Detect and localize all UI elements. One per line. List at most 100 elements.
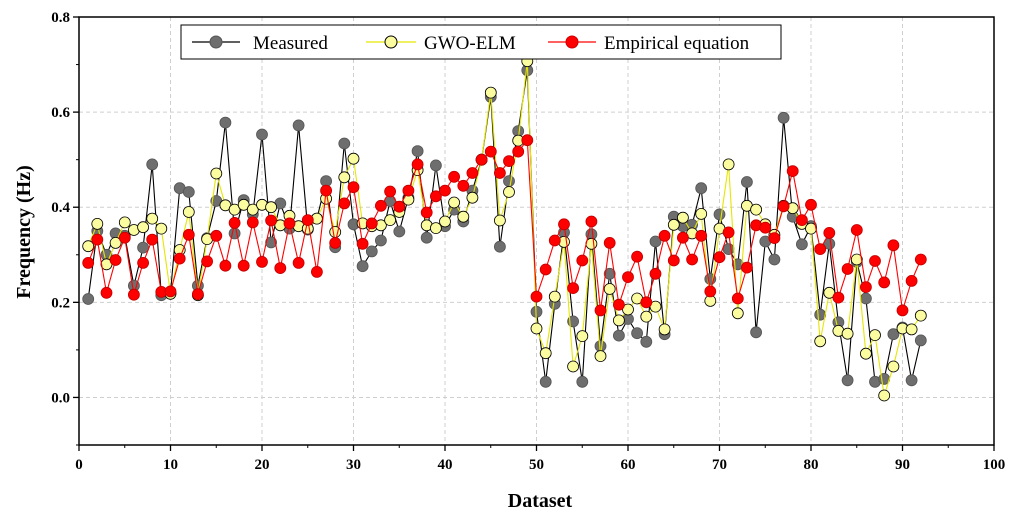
data-point-empirical [91, 233, 104, 246]
data-point-empirical [512, 145, 525, 158]
x-tick-label: 0 [75, 457, 83, 473]
data-point-gwo-elm [914, 309, 927, 322]
data-point-empirical [786, 165, 799, 178]
data-point-empirical [567, 282, 579, 295]
data-point-empirical [585, 215, 598, 228]
data-point-measured [137, 241, 150, 254]
data-point-gwo-elm [503, 186, 515, 198]
data-point-empirical [731, 292, 744, 305]
data-point-gwo-elm [530, 322, 543, 335]
data-point-measured [613, 329, 625, 342]
data-point-measured [365, 245, 378, 258]
data-point-gwo-elm [677, 211, 689, 224]
data-point-empirical [246, 216, 259, 229]
data-point-gwo-elm [82, 240, 95, 253]
data-point-empirical [356, 237, 369, 250]
data-point-empirical [384, 185, 397, 198]
data-point-measured [146, 158, 159, 171]
data-point-empirical [173, 252, 186, 265]
data-point-empirical [347, 181, 360, 194]
data-point-empirical [503, 155, 515, 168]
data-point-empirical [850, 224, 863, 236]
data-point-gwo-elm [493, 214, 506, 227]
data-point-empirical [878, 276, 891, 289]
data-point-empirical [686, 253, 698, 266]
data-point-gwo-elm [137, 221, 150, 234]
data-point-empirical [704, 285, 717, 298]
legend-marker-gwo-elm [384, 35, 398, 49]
data-point-empirical [393, 200, 406, 213]
data-point-measured [356, 260, 369, 273]
data-point-gwo-elm [155, 222, 168, 235]
data-point-gwo-elm [905, 323, 918, 336]
data-point-empirical [466, 167, 479, 179]
data-point-measured [695, 182, 708, 195]
data-point-gwo-elm [850, 253, 863, 266]
data-point-gwo-elm [182, 206, 195, 218]
y-tick-label: 0.8 [51, 10, 70, 26]
data-point-empirical [237, 259, 250, 272]
data-point-gwo-elm [146, 212, 159, 225]
data-point-measured [741, 176, 753, 188]
data-point-empirical [814, 243, 827, 256]
data-point-measured [265, 236, 278, 249]
data-point-measured [429, 159, 442, 172]
data-point-measured [777, 111, 790, 124]
data-point-gwo-elm [695, 207, 708, 220]
data-point-measured [292, 119, 305, 132]
data-point-empirical [100, 286, 113, 299]
data-point-empirical [283, 217, 296, 230]
data-point-measured [393, 225, 406, 238]
data-point-gwo-elm [722, 158, 735, 171]
data-point-empirical [256, 255, 268, 268]
data-point-gwo-elm [667, 218, 680, 231]
data-point-measured [796, 238, 808, 251]
x-tick-label: 30 [346, 457, 361, 473]
data-point-gwo-elm [860, 347, 872, 360]
data-point-gwo-elm [658, 323, 671, 336]
data-point-empirical [841, 263, 854, 275]
data-point-measured [631, 327, 643, 340]
data-point-empirical [457, 179, 470, 192]
data-point-empirical [548, 234, 561, 247]
legend-label-measured: Measured [253, 33, 328, 54]
data-point-empirical [201, 255, 214, 268]
data-point-empirical [741, 261, 753, 274]
x-tick-label: 10 [163, 457, 178, 473]
data-point-measured [768, 253, 781, 266]
data-point-gwo-elm [439, 215, 451, 228]
data-point-gwo-elm [228, 203, 241, 216]
x-axis: 0 10 20 30 40 50 60 70 80 90 100 [75, 445, 1005, 473]
legend-box [180, 24, 782, 60]
data-point-measured [887, 328, 900, 341]
series-line-gwo-elm [87, 61, 922, 396]
data-point-measured [841, 374, 854, 387]
legend-marker-measured [209, 35, 223, 49]
data-point-gwo-elm [814, 335, 827, 348]
data-point-gwo-elm [622, 303, 634, 316]
y-tick-label: 0.4 [51, 200, 70, 216]
data-point-measured [374, 234, 387, 247]
data-point-gwo-elm [539, 347, 552, 360]
data-point-gwo-elm [466, 191, 479, 204]
data-point-empirical [613, 298, 625, 311]
data-point-empirical [631, 250, 643, 263]
data-point-empirical [310, 265, 323, 278]
data-point-gwo-elm [109, 236, 122, 249]
data-point-empirical [374, 199, 387, 212]
data-point-empirical [210, 229, 223, 242]
data-point-empirical [146, 233, 159, 246]
data-point-empirical [777, 200, 790, 213]
y-tick-label: 0.2 [51, 295, 70, 311]
x-axis-title: Dataset [508, 490, 573, 512]
series-layer [82, 55, 927, 402]
data-point-gwo-elm [484, 86, 497, 99]
data-point-empirical [677, 231, 689, 244]
data-point-empirical [338, 197, 351, 210]
data-point-empirical [713, 251, 726, 264]
data-point-gwo-elm [841, 327, 854, 340]
data-point-empirical [539, 263, 552, 276]
data-point-gwo-elm [91, 217, 104, 230]
x-tick-label: 20 [255, 457, 270, 473]
data-point-empirical [127, 288, 140, 301]
